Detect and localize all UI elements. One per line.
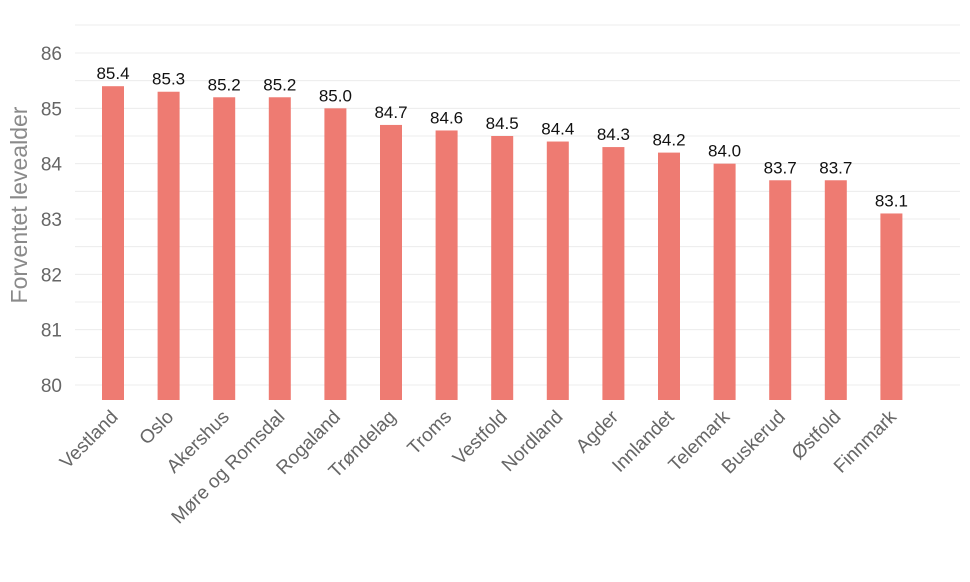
bar — [769, 180, 792, 400]
data-label: 85.4 — [96, 64, 129, 83]
data-label: 83.7 — [764, 158, 797, 177]
data-label: 83.1 — [875, 191, 908, 210]
y-tick-label: 86 — [41, 44, 62, 65]
x-tick-label: Troms — [404, 407, 456, 459]
data-label: 84.7 — [374, 103, 407, 122]
bar — [268, 97, 291, 401]
data-label: 84.2 — [652, 131, 685, 150]
data-label: 85.2 — [208, 75, 241, 94]
data-label: 84.0 — [708, 142, 741, 161]
data-label: 84.6 — [430, 108, 463, 127]
y-tick-label: 81 — [41, 321, 62, 342]
bar — [435, 130, 458, 400]
data-label: 85.3 — [152, 70, 185, 89]
bar — [380, 124, 402, 400]
data-label: 84.3 — [597, 125, 630, 144]
data-labels: 85.4 85.3 85.2 85.2 85.0 84.7 84.6 84.5 84.4 84.3… — [96, 64, 907, 210]
data-label: 84.4 — [541, 120, 574, 139]
data-label: 83.7 — [819, 158, 852, 177]
bar — [713, 163, 736, 400]
y-tick-label: 83 — [41, 210, 62, 231]
x-tick-label: Agder — [572, 406, 623, 457]
data-label: 84.5 — [486, 114, 519, 133]
y-tick-label: 80 — [41, 376, 62, 397]
x-tick-label: Oslo — [136, 407, 178, 449]
y-tick-label: 85 — [41, 99, 62, 120]
x-tick-label: Nordland — [498, 407, 567, 476]
bar — [213, 97, 236, 401]
data-label: 85.2 — [263, 75, 296, 94]
bars — [102, 86, 903, 401]
y-axis-ticks: 80 81 82 83 84 85 86 — [41, 44, 63, 397]
y-axis-label: Forventet levealder — [6, 106, 32, 303]
y-tick-label: 84 — [41, 155, 63, 176]
x-tick-label: Vestland — [56, 407, 122, 473]
bar — [880, 213, 903, 400]
bar — [602, 147, 625, 400]
bar — [824, 180, 847, 400]
y-tick-label: 82 — [41, 265, 62, 286]
bar — [546, 141, 569, 401]
data-label: 85.0 — [319, 86, 352, 105]
bar — [658, 152, 680, 400]
bar — [102, 86, 124, 400]
bar — [491, 136, 514, 400]
bar — [157, 91, 180, 400]
bar — [324, 108, 347, 400]
